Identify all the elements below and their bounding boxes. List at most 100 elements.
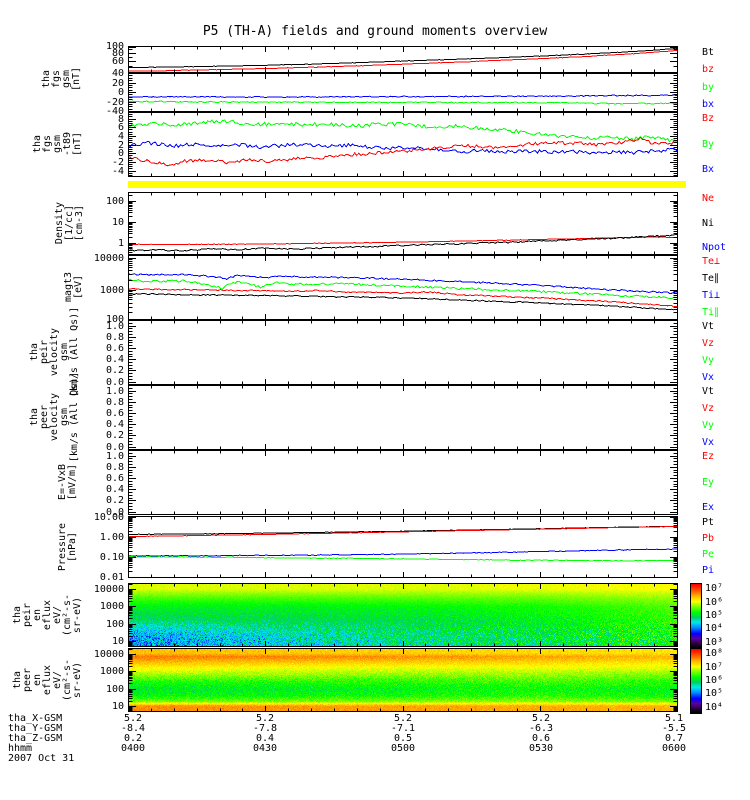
ion-spectrogram-canvas (128, 583, 678, 647)
electron-spectrogram-colorbar-label: 10⁶ (705, 675, 724, 686)
efield-ytick-label: 1.0 (105, 451, 124, 462)
panel-ylabel-2: Density [1/cc] [cm-3] (54, 202, 85, 244)
series-label-Ni: Ni (702, 218, 715, 229)
ion-spectrogram-colorbar-label: 10⁴ (705, 623, 724, 634)
fgs-xy-ytick-label: -20 (105, 97, 124, 108)
velocity-ion-ytick-label: 0.6 (105, 343, 124, 354)
series-label-Vx: Vx (702, 437, 715, 448)
axis-value: 5.2 (531, 713, 551, 724)
ylabel-line: [nPa] (67, 531, 78, 563)
pressure-ytick-label: 0.10 (99, 552, 124, 563)
panel-ylabel-8: tha peir en eflux eV/(cm²-s-sr-eV) (12, 594, 83, 636)
fgs-xy-ytick-label: 0 (117, 87, 124, 98)
velocity-ion-ytick-label: 0.4 (105, 354, 124, 365)
series-label-Ez: Ez (702, 451, 715, 462)
fgs-xy-ytick-label: 20 (111, 78, 124, 89)
velocity-electron-ytick-label: 1.0 (105, 386, 124, 397)
series-label-Te⊥: Te⊥ (702, 256, 721, 267)
series-label-By: By (702, 139, 715, 150)
velocity-ion-ytick-label: 0.8 (105, 332, 124, 343)
ion-spectrogram-ytick-label: 100 (105, 619, 124, 630)
axis-value: 0400 (120, 743, 146, 754)
series-label-Ti⊥: Ti⊥ (702, 290, 721, 301)
axis-row-label-tha_Z-GSM: tha_Z-GSM (8, 733, 63, 744)
pressure-ytick-label: 0.01 (99, 572, 124, 583)
axis-value: 0600 (661, 743, 687, 754)
fgs-total-ytick-label: 40 (111, 68, 124, 79)
series-label-Bz: Bz (702, 113, 715, 124)
temperature-ytick-label: 10000 (93, 253, 124, 264)
axis-value: 0.2 (123, 733, 143, 744)
pressure-ytick-label: 1.00 (99, 532, 124, 543)
panel-ylabel-5: tha peer velocity gsm [km/s (All Qs)] (29, 371, 80, 463)
velocity-electron-ytick-label: 0.0 (105, 442, 124, 453)
series-label-bx: bx (702, 99, 715, 110)
pressure-ytick-label: 10.00 (93, 512, 124, 523)
fgs-t89-ytick-label: 8 (117, 114, 124, 125)
axis-row-label-tha_X-GSM: tha_X-GSM (8, 713, 63, 724)
ion-spectrogram-colorbar (690, 583, 702, 649)
density-ytick-label: 100 (105, 196, 124, 207)
series-label-Te∥: Te∥ (702, 273, 720, 284)
ylabel-line: [nT] (71, 66, 82, 92)
series-label-Ex: Ex (702, 502, 715, 513)
fgs-total-panel (128, 46, 678, 73)
velocity-ion-panel (128, 320, 678, 385)
date-label: 2007 Oct 31 (8, 753, 75, 764)
ion-spectrogram-ytick-label: 10 (111, 636, 124, 647)
panel-ylabel-1: tha fgs gsm -t89 [nT] (32, 132, 83, 156)
axis-value: 0.7 (664, 733, 684, 744)
efield-ytick-label: 0.0 (105, 507, 124, 518)
velocity-ion-ytick-label: 0.2 (105, 365, 124, 376)
fgs-t89-ytick-label: 4 (117, 131, 124, 142)
fgs-t89-ytick-label: 0 (117, 148, 124, 159)
density-panel (128, 192, 678, 255)
fgs-total-ytick-label: 80 (111, 48, 124, 59)
axis-value: 0500 (390, 743, 416, 754)
density-ytick-label: 10 (111, 217, 124, 228)
ion-spectrogram-colorbar-label: 10⁶ (705, 597, 724, 608)
axis-value: 5.2 (393, 713, 413, 724)
velocity-electron-ytick-label: 0.6 (105, 408, 124, 419)
electron-spectrogram-ytick-label: 100 (105, 684, 124, 695)
ylabel-line: [cm-3] (74, 204, 85, 242)
electron-spectrogram-panel (128, 648, 678, 712)
ylabel-line: [mV/m] (67, 463, 78, 501)
axis-value: 0.6 (531, 733, 551, 744)
fgs-t89-ytick-label: 2 (117, 140, 124, 151)
ion-spectrogram-colorbar-label: 10³ (705, 637, 724, 648)
electron-spectrogram-colorbar-label: 10⁵ (705, 688, 724, 699)
fgs-t89-ytick-label: 6 (117, 122, 124, 133)
ylabel-line: sr-eV) (72, 596, 83, 634)
axis-row-label-hhmm: hhmm (8, 743, 33, 754)
axis-value: 0430 (252, 743, 278, 754)
series-label-Vy: Vy (702, 420, 715, 431)
pressure-panel (128, 516, 678, 578)
ion-spectrogram-colorbar-label: 10⁷ (705, 583, 724, 594)
axis-value: -5.5 (661, 723, 687, 734)
ylabel-line: [km/s (All Qs)] (69, 371, 80, 463)
flag-bar (128, 181, 686, 188)
fgs-t89-ytick-label: -2 (111, 157, 124, 168)
temperature-ytick-label: 100 (105, 314, 124, 325)
axis-value: -6.3 (528, 723, 554, 734)
efield-ytick-label: 0.4 (105, 484, 124, 495)
electron-spectrogram-colorbar-label: 10⁸ (705, 648, 724, 659)
axis-value: 5.1 (664, 713, 684, 724)
series-label-Vz: Vz (702, 338, 715, 349)
velocity-electron-panel (128, 385, 678, 450)
temperature-ytick-label: 1000 (99, 285, 124, 296)
panel-ylabel-7: Pressure [nPa] (57, 523, 78, 571)
axis-value: 0.4 (255, 733, 275, 744)
panel-ylabel-3: magt3 [eV] (63, 272, 84, 302)
series-label-Vz: Vz (702, 403, 715, 414)
electron-spectrogram-colorbar (690, 648, 702, 714)
electron-spectrogram-colorbar-label: 10⁷ (705, 662, 724, 673)
series-label-by: by (702, 82, 715, 93)
velocity-electron-ytick-label: 0.2 (105, 430, 124, 441)
electron-spectrogram-ytick-label: 1000 (99, 666, 124, 677)
axis-value: -8.4 (120, 723, 146, 734)
axis-value: 0.5 (393, 733, 413, 744)
electron-spectrogram-canvas (128, 648, 678, 712)
